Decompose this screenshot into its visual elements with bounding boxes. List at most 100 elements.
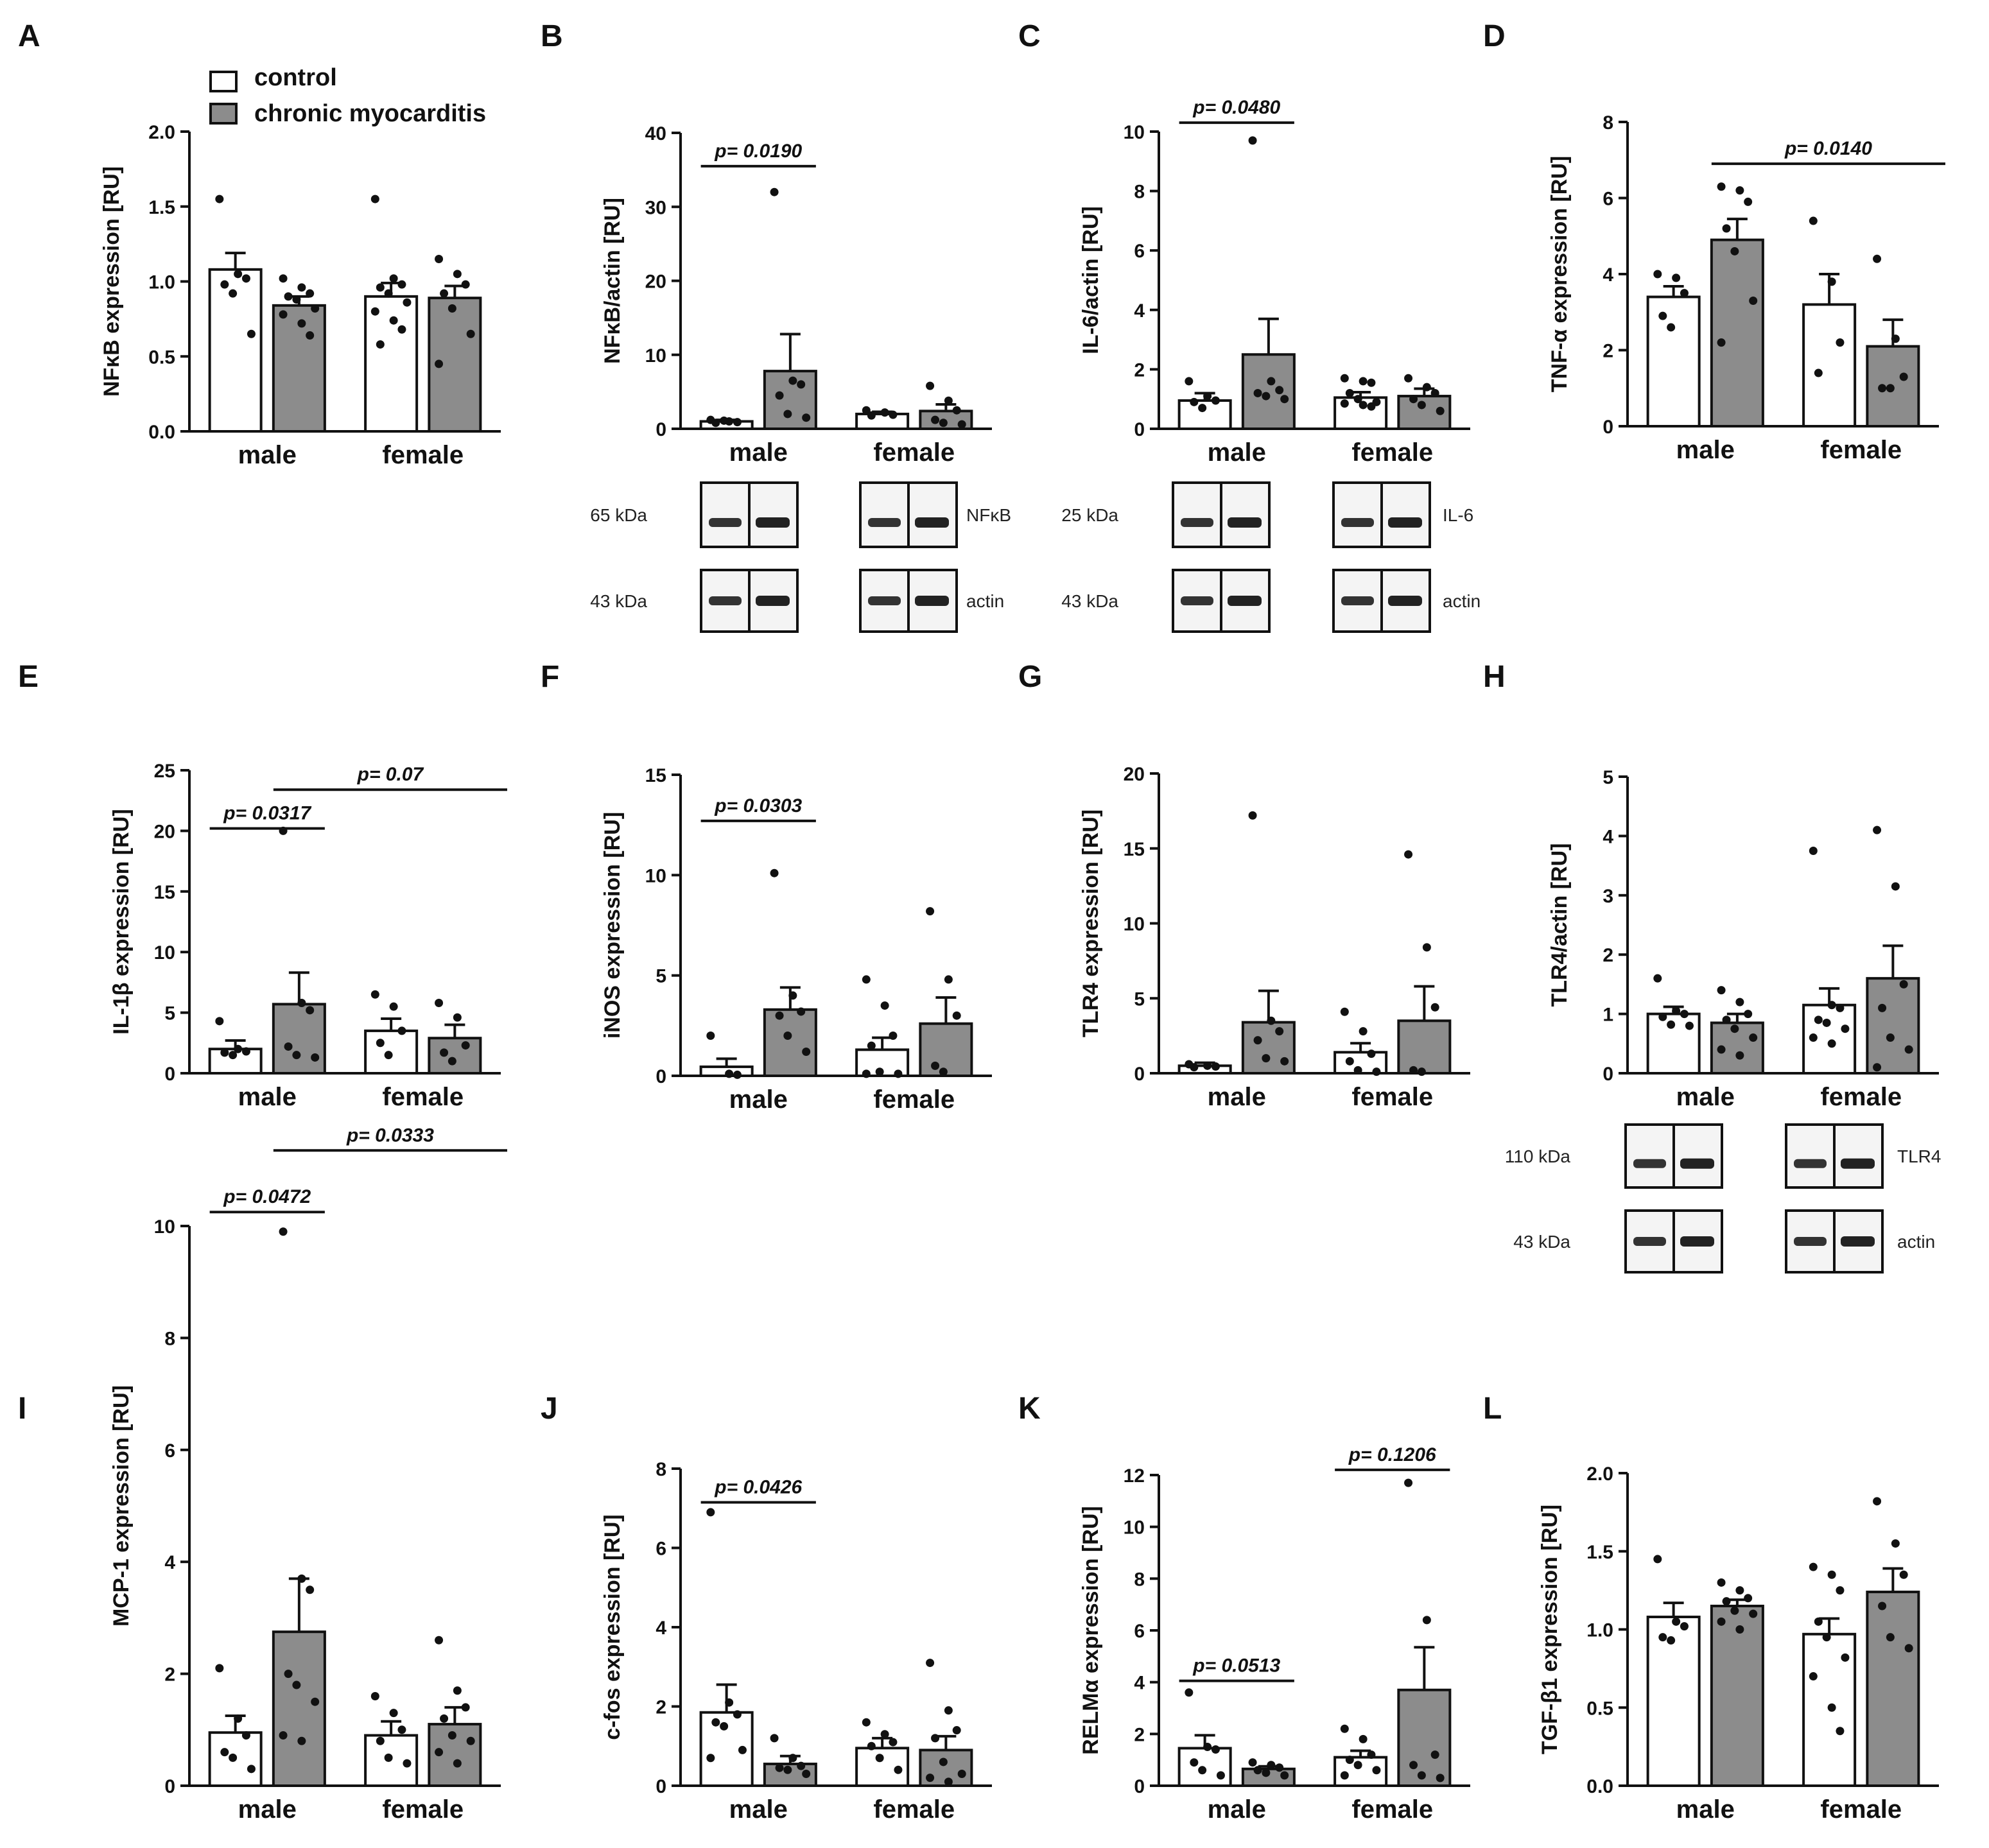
blot-protein-label: actin [966, 591, 1004, 611]
bar [364, 295, 419, 433]
data-point [461, 1041, 470, 1050]
data-point [1422, 1616, 1431, 1625]
data-point [1735, 1051, 1744, 1060]
blot-band [756, 517, 790, 528]
data-point [733, 1070, 742, 1079]
chart-G: 0 5 10 15 20 TLR4 expression [RU] male female [1079, 764, 1470, 1111]
data-point [1190, 1758, 1199, 1767]
data-point [1827, 1570, 1836, 1579]
data-point [1680, 1010, 1689, 1019]
data-point [1422, 943, 1431, 952]
y-axis-label: NFκB expression [RU] [100, 166, 124, 397]
data-point [783, 1765, 792, 1774]
data-point [1422, 383, 1431, 392]
data-point [435, 998, 444, 1007]
y-tick-label: 4 [1602, 826, 1613, 847]
data-point [461, 1703, 470, 1712]
y-tick-label: 5 [164, 1003, 175, 1024]
y-tick-label: 2 [1602, 341, 1613, 362]
data-point [1899, 372, 1908, 381]
blot-band [868, 596, 901, 605]
data-point [944, 1706, 953, 1715]
y-tick-label: 8 [1134, 1569, 1145, 1590]
data-point [1827, 277, 1836, 286]
data-point [397, 1725, 406, 1734]
data-point [797, 1007, 806, 1016]
data-point [1717, 338, 1726, 347]
blot-band [1228, 517, 1262, 528]
data-point [733, 418, 742, 427]
blot-band [915, 517, 949, 528]
bar [1646, 295, 1701, 427]
y-tick-label: 10 [1124, 914, 1145, 935]
data-point [311, 1697, 320, 1706]
data-point [1899, 1570, 1908, 1579]
data-point [279, 274, 288, 283]
y-tick-label: 0 [164, 1776, 175, 1797]
data-point [1809, 847, 1818, 855]
data-point [306, 1585, 315, 1594]
data-point [862, 406, 871, 415]
data-point [447, 1731, 456, 1740]
x-category-label: male [238, 441, 297, 469]
y-tick-label: 10 [154, 942, 175, 963]
y-tick-label: 40 [645, 123, 666, 144]
data-point [279, 1227, 288, 1236]
data-point [229, 1051, 238, 1060]
data-point [931, 1061, 940, 1070]
y-tick-label: 6 [1602, 189, 1613, 210]
chart-H: 0 1 2 3 4 5 TLR4/actin [RU] male female [1547, 767, 1939, 1111]
data-point [1672, 273, 1681, 282]
data-point [1353, 1066, 1362, 1075]
data-point [1809, 1033, 1818, 1042]
y-tick-label: 20 [1124, 764, 1145, 785]
data-point [875, 1754, 884, 1763]
x-category-label: female [873, 1795, 955, 1824]
data-point [1653, 974, 1662, 983]
data-point [926, 907, 935, 916]
y-tick-label: 25 [154, 761, 175, 782]
chart-I: 0 2 4 6 8 10 MCP-1 expression [RU] male female p=… [109, 1125, 507, 1824]
data-point [1836, 1586, 1845, 1595]
data-point [867, 1741, 876, 1750]
data-point [234, 1044, 243, 1053]
data-point [1417, 1067, 1426, 1076]
data-point [1667, 1636, 1676, 1645]
data-point [435, 1636, 444, 1645]
data-point [944, 975, 953, 984]
data-point [397, 1026, 406, 1035]
data-point [862, 1718, 871, 1727]
x-category-label: male [1208, 438, 1266, 467]
data-point [944, 396, 953, 405]
data-point [1198, 404, 1207, 413]
y-axis-label: NFκB/actin [RU] [600, 198, 625, 364]
y-tick-label: 2 [1134, 1724, 1145, 1745]
data-point [1891, 882, 1900, 891]
y-tick-label: 0.5 [1586, 1698, 1613, 1719]
data-point [397, 280, 406, 289]
data-point [1436, 406, 1445, 415]
blot-band [709, 596, 742, 605]
data-point [1267, 1016, 1276, 1025]
data-point [1735, 1586, 1744, 1595]
bar [1397, 395, 1452, 431]
data-point [1345, 388, 1354, 397]
data-point [1680, 289, 1689, 298]
p-value-label: p= 0.0140 [1784, 138, 1872, 159]
data-point [1891, 1539, 1900, 1548]
data-point [389, 316, 398, 325]
blot-band [1341, 518, 1374, 527]
data-point [1878, 1602, 1887, 1611]
blot-band [1388, 596, 1422, 606]
data-point [1211, 1062, 1220, 1071]
data-point [1340, 1771, 1349, 1780]
data-point [1749, 1033, 1758, 1042]
y-tick-label: 0 [164, 1064, 175, 1085]
blot-band [868, 518, 901, 527]
data-point [306, 1006, 315, 1015]
blot-band [1181, 596, 1213, 605]
y-tick-label: 0.5 [148, 347, 175, 368]
data-point [1430, 1003, 1439, 1012]
data-point [1198, 1766, 1207, 1775]
